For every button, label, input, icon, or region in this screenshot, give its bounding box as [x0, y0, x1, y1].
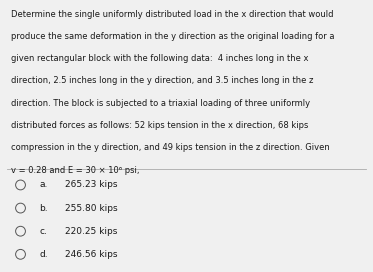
Text: a.: a.	[39, 180, 47, 190]
Text: 255.80 kips: 255.80 kips	[65, 203, 118, 213]
Text: 246.56 kips: 246.56 kips	[65, 250, 118, 259]
Text: v = 0.28 and E = 30 × 10⁶ psi,: v = 0.28 and E = 30 × 10⁶ psi,	[11, 166, 140, 175]
Text: produce the same deformation in the y direction as the original loading for a: produce the same deformation in the y di…	[11, 32, 335, 41]
Text: distributed forces as follows: 52 kips tension in the x direction, 68 kips: distributed forces as follows: 52 kips t…	[11, 121, 308, 130]
Text: 265.23 kips: 265.23 kips	[65, 180, 118, 190]
Text: compression in the y direction, and 49 kips tension in the z direction. Given: compression in the y direction, and 49 k…	[11, 143, 330, 152]
Text: Determine the single uniformly distributed load in the x direction that would: Determine the single uniformly distribut…	[11, 10, 334, 18]
Text: given rectangular block with the following data:  4 inches long in the x: given rectangular block with the followi…	[11, 54, 309, 63]
Text: d.: d.	[39, 250, 48, 259]
Text: b.: b.	[39, 203, 48, 213]
Text: direction, 2.5 inches long in the y direction, and 3.5 inches long in the z: direction, 2.5 inches long in the y dire…	[11, 76, 314, 85]
Text: 220.25 kips: 220.25 kips	[65, 227, 117, 236]
Text: direction. The block is subjected to a triaxial loading of three uniformly: direction. The block is subjected to a t…	[11, 99, 310, 108]
Text: c.: c.	[39, 227, 47, 236]
